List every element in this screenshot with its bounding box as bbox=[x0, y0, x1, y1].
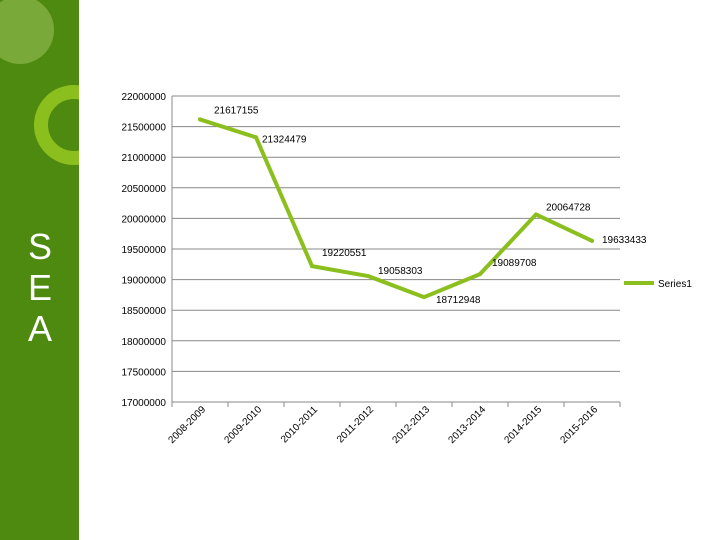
data-point bbox=[534, 212, 538, 217]
data-label: 20064728 bbox=[546, 202, 591, 213]
sidebar-panel: S E A bbox=[0, 0, 79, 540]
x-tick-label: 2010-2011 bbox=[279, 404, 320, 445]
side-letter: A bbox=[28, 308, 53, 349]
y-tick-label: 17000000 bbox=[122, 398, 167, 409]
side-letter: E bbox=[28, 267, 53, 308]
series-line bbox=[198, 117, 594, 300]
legend-label: Series1 bbox=[658, 279, 692, 290]
y-tick-label: 19000000 bbox=[122, 276, 167, 287]
side-letter: S bbox=[28, 226, 53, 267]
data-point bbox=[366, 274, 370, 279]
data-label: 19089708 bbox=[492, 258, 537, 269]
y-tick-label: 22000000 bbox=[122, 92, 167, 103]
y-tick-label: 20000000 bbox=[122, 214, 167, 225]
x-tick-label: 2015-2016 bbox=[559, 404, 601, 446]
data-label: 19633433 bbox=[602, 235, 647, 246]
side-letters: S E A bbox=[28, 226, 68, 349]
data-label: 21324479 bbox=[262, 134, 307, 145]
x-tick-label: 2012-2013 bbox=[391, 404, 433, 446]
x-tick-label: 2008-2009 bbox=[167, 404, 209, 446]
y-tick-label: 18500000 bbox=[122, 306, 167, 317]
data-label: 19220551 bbox=[322, 248, 367, 259]
decorative-rings bbox=[0, 0, 79, 165]
y-tick-label: 17500000 bbox=[122, 367, 167, 378]
data-point bbox=[254, 135, 258, 140]
data-point bbox=[310, 264, 314, 269]
data-label: 18712948 bbox=[436, 295, 481, 306]
y-tick-label: 18000000 bbox=[122, 337, 167, 348]
y-tick-label: 19500000 bbox=[122, 245, 167, 256]
data-point bbox=[478, 272, 482, 277]
data-point bbox=[198, 117, 202, 122]
x-tick-label: 2011-2012 bbox=[335, 404, 376, 445]
y-tick-label: 21000000 bbox=[122, 153, 167, 164]
x-tick-label: 2013-2014 bbox=[447, 404, 489, 446]
x-tick-label: 2009-2010 bbox=[223, 404, 265, 446]
data-label: 19058303 bbox=[378, 266, 423, 277]
data-point bbox=[422, 295, 426, 300]
data-label: 21617155 bbox=[214, 105, 259, 116]
data-point bbox=[590, 238, 594, 243]
y-tick-label: 21500000 bbox=[122, 123, 167, 134]
y-tick-label: 20500000 bbox=[122, 184, 167, 195]
x-tick-label: 2014-2015 bbox=[503, 404, 545, 446]
